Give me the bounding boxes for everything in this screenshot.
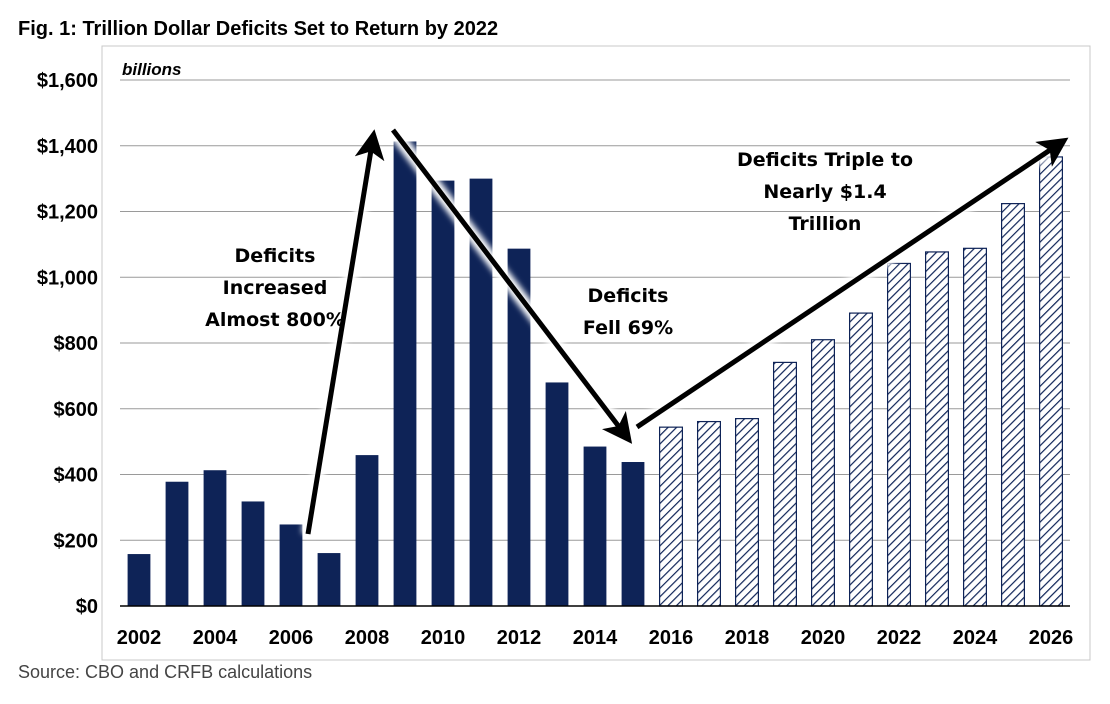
- bar-actual-2008: [355, 455, 379, 606]
- bar-actual-2010: [431, 180, 455, 606]
- annotation-triple: Deficits Triple to Nearly $1.4 Trillion: [737, 149, 913, 235]
- bars: [127, 141, 1063, 607]
- bar-projected-2026: [1038, 156, 1063, 607]
- bar-actual-2006: [279, 524, 303, 606]
- bar-actual-2004: [203, 470, 227, 606]
- y-axis: $0 $200 $400 $600 $800 $1,000 $1,200 $1,400 $1,6…: [37, 70, 98, 618]
- y-tick-label: $600: [54, 399, 99, 421]
- bar-projected-2017: [696, 420, 721, 607]
- bar-actual-2015: [621, 462, 645, 606]
- bar-projected-2024: [962, 247, 987, 607]
- bar-actual-2011: [469, 178, 493, 606]
- bar-actual-2009: [393, 141, 417, 606]
- bar-projected-2018: [734, 418, 759, 607]
- y-tick-label: $1,400: [37, 136, 98, 158]
- bar-actual-2002: [127, 554, 151, 606]
- bar-actual-2013: [545, 382, 569, 606]
- x-tick-label: 2010: [421, 627, 466, 649]
- y-tick-label: $800: [54, 333, 99, 355]
- y-tick-label: $400: [54, 465, 99, 487]
- bar-projected-2023: [924, 251, 949, 607]
- x-tick-label: 2012: [497, 627, 542, 649]
- bar-projected-2025: [1000, 203, 1025, 607]
- annotation-triple-line-1: Deficits Triple to: [737, 149, 913, 171]
- bar-projected-2020: [810, 339, 835, 607]
- bar-projected-2022: [886, 262, 911, 607]
- x-tick-label: 2022: [877, 627, 922, 649]
- annotation-increase-line-3: Almost 800%: [205, 309, 345, 331]
- x-tick-label: 2014: [573, 627, 618, 649]
- bar-projected-2021: [848, 312, 873, 607]
- annotation-triple-line-3: Trillion: [789, 213, 862, 235]
- annotation-increase-line-2: Increased: [223, 277, 328, 299]
- chart-title: Fig. 1: Trillion Dollar Deficits Set to …: [18, 18, 499, 40]
- bar-projected-2019: [772, 361, 797, 607]
- arrows: [301, 126, 1069, 536]
- y-tick-label: $1,600: [37, 70, 98, 92]
- bar-actual-2003: [165, 481, 189, 606]
- annotation-decrease: Deficits Fell 69%: [583, 285, 673, 339]
- x-tick-label: 2020: [801, 627, 846, 649]
- annotation-triple-line-2: Nearly $1.4: [763, 181, 886, 203]
- y-tick-label: $1,200: [37, 202, 98, 224]
- annotation-decrease-line-1: Deficits: [588, 285, 669, 307]
- y-tick-label: $200: [54, 530, 99, 552]
- annotation-increase-line-1: Deficits: [235, 245, 316, 267]
- x-tick-label: 2004: [193, 627, 238, 649]
- annotation-decrease-line-2: Fell 69%: [583, 317, 673, 339]
- bar-actual-2014: [583, 446, 607, 606]
- y-tick-label: $0: [76, 596, 98, 618]
- x-tick-label: 2026: [1029, 627, 1074, 649]
- x-tick-label: 2002: [117, 627, 162, 649]
- y-tick-label: $1,000: [37, 267, 98, 289]
- arrow-increase: [305, 129, 385, 535]
- source-note: Source: CBO and CRFB calculations: [18, 662, 313, 682]
- annotation-increase: Deficits Increased Almost 800%: [205, 245, 345, 331]
- bar-actual-2007: [317, 553, 341, 606]
- bar-actual-2005: [241, 501, 265, 606]
- x-axis: 2002 2004 2006 2008 2010 2012 2014 2016 2018 2020…: [117, 627, 1074, 649]
- plot-frame: [101, 45, 1091, 661]
- x-tick-label: 2024: [953, 627, 998, 649]
- x-tick-label: 2018: [725, 627, 770, 649]
- x-tick-label: 2016: [649, 627, 694, 649]
- bar-projected-2016: [658, 426, 683, 607]
- x-tick-label: 2008: [345, 627, 390, 649]
- arrow-triple: [635, 137, 1069, 430]
- x-tick-label: 2006: [269, 627, 314, 649]
- units-label: billions: [122, 60, 182, 79]
- arrow-decrease: [391, 128, 633, 444]
- bar-actual-2012: [507, 248, 531, 606]
